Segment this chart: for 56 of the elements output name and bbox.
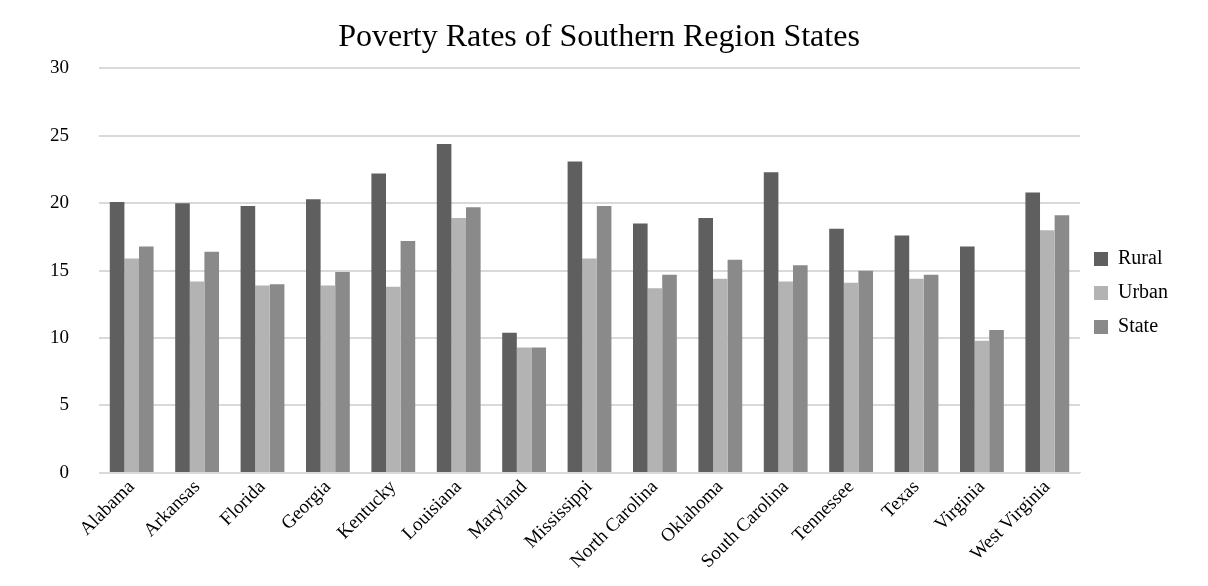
bar — [124, 258, 139, 472]
bar — [335, 272, 350, 472]
bar — [139, 246, 154, 472]
bar — [909, 278, 924, 472]
y-tick-label: 20 — [50, 191, 69, 213]
bar — [1025, 192, 1041, 472]
y-tick-label: 15 — [50, 258, 69, 280]
bar — [189, 281, 205, 472]
bar — [255, 285, 270, 472]
bar — [662, 274, 677, 472]
bar — [306, 199, 321, 472]
bar — [974, 340, 990, 472]
bar — [763, 172, 779, 472]
bar — [633, 223, 648, 472]
legend-label: State — [1118, 314, 1159, 337]
bar — [240, 205, 256, 472]
bar — [582, 258, 597, 472]
bar — [451, 218, 467, 472]
y-tick-label: 25 — [50, 123, 69, 145]
bar — [320, 285, 336, 472]
bar — [713, 278, 728, 472]
bar — [371, 173, 386, 472]
legend-label: Rural — [1118, 246, 1163, 269]
y-tick-label: 5 — [59, 393, 69, 415]
bar — [1040, 230, 1055, 472]
bar — [386, 286, 401, 472]
bar — [175, 203, 190, 472]
bar — [778, 281, 794, 472]
bar — [400, 240, 416, 472]
bar — [647, 288, 663, 472]
bar — [698, 218, 714, 472]
bar — [843, 282, 859, 472]
bar — [436, 143, 452, 472]
y-tick-label: 30 — [50, 56, 69, 78]
bar — [960, 246, 975, 472]
bar — [109, 201, 125, 472]
bar — [727, 259, 743, 472]
y-tick-label: 10 — [50, 326, 69, 348]
bar — [204, 251, 220, 472]
bar — [989, 329, 1004, 472]
bar — [1054, 215, 1070, 472]
bar — [793, 265, 808, 472]
bar — [531, 347, 547, 472]
bar — [516, 347, 532, 472]
bar — [596, 205, 612, 472]
bar — [466, 207, 481, 472]
bar — [567, 161, 583, 472]
bar — [502, 332, 517, 472]
chart-title: Poverty Rates of Southern Region States — [338, 16, 860, 53]
bar — [858, 270, 874, 472]
legend-label: Urban — [1118, 280, 1168, 303]
bar — [894, 235, 910, 472]
y-tick-label: 0 — [59, 460, 69, 482]
bar — [829, 228, 844, 472]
bar — [923, 274, 939, 472]
bar — [269, 284, 285, 472]
